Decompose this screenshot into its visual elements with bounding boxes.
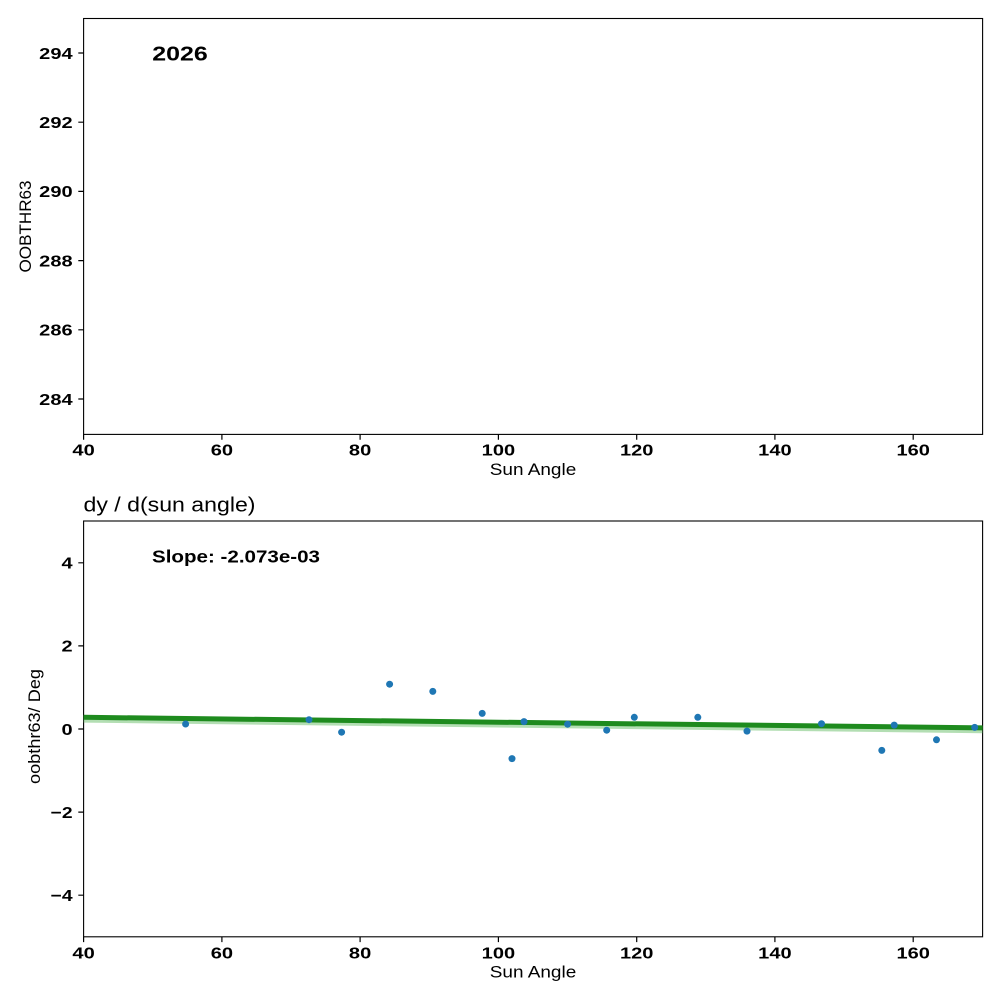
svg-text:120: 120 bbox=[620, 443, 654, 460]
svg-text:60: 60 bbox=[211, 945, 233, 962]
svg-text:oobthr63/ Deg: oobthr63/ Deg bbox=[26, 669, 44, 784]
svg-text:−2: −2 bbox=[51, 805, 73, 822]
svg-text:2: 2 bbox=[62, 639, 73, 656]
svg-text:dy / d(sun angle): dy / d(sun angle) bbox=[84, 494, 256, 516]
svg-text:80: 80 bbox=[349, 443, 371, 460]
svg-text:294: 294 bbox=[39, 46, 73, 63]
svg-text:2026: 2026 bbox=[152, 43, 208, 65]
svg-text:−4: −4 bbox=[51, 888, 73, 905]
svg-text:60: 60 bbox=[211, 443, 233, 460]
svg-text:OOBTHR63: OOBTHR63 bbox=[17, 181, 35, 273]
svg-text:40: 40 bbox=[72, 443, 94, 460]
svg-text:40: 40 bbox=[72, 945, 94, 962]
svg-text:140: 140 bbox=[758, 945, 792, 962]
svg-text:80: 80 bbox=[349, 945, 371, 962]
svg-text:160: 160 bbox=[897, 443, 931, 460]
svg-text:286: 286 bbox=[39, 323, 73, 340]
svg-text:284: 284 bbox=[39, 392, 73, 409]
svg-text:288: 288 bbox=[39, 253, 73, 270]
svg-text:Slope: -2.073e-03: Slope: -2.073e-03 bbox=[152, 546, 320, 566]
svg-text:Sun Angle: Sun Angle bbox=[490, 964, 577, 982]
svg-text:100: 100 bbox=[482, 443, 516, 460]
svg-text:0: 0 bbox=[62, 722, 73, 739]
svg-text:4: 4 bbox=[62, 556, 73, 573]
svg-text:290: 290 bbox=[39, 184, 73, 201]
svg-text:Sun Angle: Sun Angle bbox=[490, 461, 577, 479]
svg-text:140: 140 bbox=[758, 443, 792, 460]
svg-text:100: 100 bbox=[482, 945, 516, 962]
svg-text:292: 292 bbox=[39, 115, 73, 132]
svg-text:160: 160 bbox=[897, 945, 931, 962]
svg-text:120: 120 bbox=[620, 945, 654, 962]
